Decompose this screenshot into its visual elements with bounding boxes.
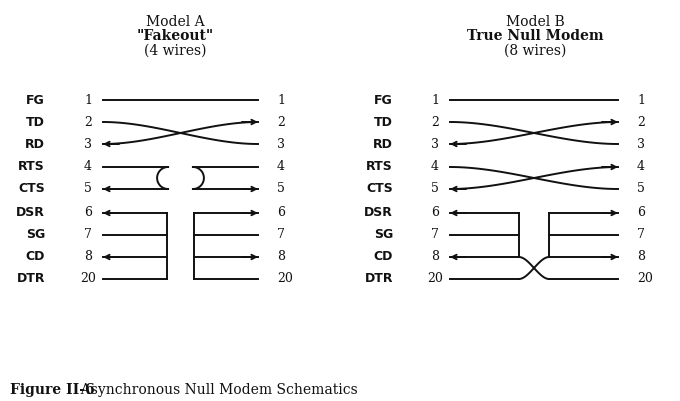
Text: (4 wires): (4 wires) [143,44,206,58]
Text: 4: 4 [431,160,439,174]
Text: RTS: RTS [367,160,393,174]
Text: 7: 7 [637,229,645,241]
Text: RTS: RTS [18,160,45,174]
Text: 6: 6 [84,207,92,219]
Text: 7: 7 [84,229,92,241]
Text: "Fakeout": "Fakeout" [137,29,214,43]
Text: Figure II-6: Figure II-6 [10,383,95,397]
Text: 8: 8 [637,251,645,263]
Text: 4: 4 [84,160,92,174]
Text: 1: 1 [277,93,285,107]
Text: DSR: DSR [364,207,393,219]
Text: 8: 8 [84,251,92,263]
Text: 4: 4 [637,160,645,174]
Text: True Null Modem: True Null Modem [466,29,603,43]
Text: 3: 3 [637,138,645,150]
Text: Model A: Model A [146,15,204,29]
Text: 3: 3 [431,138,439,150]
Text: 5: 5 [637,182,645,196]
Text: Asynchronous Null Modem Schematics: Asynchronous Null Modem Schematics [72,383,358,397]
Text: 1: 1 [637,93,645,107]
Text: CD: CD [373,251,393,263]
Text: 3: 3 [277,138,285,150]
Text: 20: 20 [637,273,653,286]
Text: 2: 2 [84,115,92,128]
Text: (8 wires): (8 wires) [504,44,566,58]
Text: 20: 20 [277,273,293,286]
Text: 6: 6 [637,207,645,219]
Text: 8: 8 [277,251,285,263]
Text: 2: 2 [431,115,439,128]
Text: 7: 7 [277,229,285,241]
Text: 2: 2 [637,115,645,128]
Text: 7: 7 [431,229,439,241]
Text: 5: 5 [277,182,285,196]
Text: DTR: DTR [16,273,45,286]
Text: TD: TD [26,115,45,128]
Text: CD: CD [26,251,45,263]
Text: 4: 4 [277,160,285,174]
Text: FG: FG [27,93,45,107]
Text: 8: 8 [431,251,439,263]
Text: SG: SG [26,229,45,241]
Text: 6: 6 [431,207,439,219]
Text: FG: FG [374,93,393,107]
Text: DSR: DSR [16,207,45,219]
Text: 20: 20 [427,273,443,286]
Text: 1: 1 [84,93,92,107]
Text: 5: 5 [84,182,92,196]
Text: 20: 20 [80,273,96,286]
Text: 3: 3 [84,138,92,150]
Text: DTR: DTR [364,273,393,286]
Text: 6: 6 [277,207,285,219]
Text: CTS: CTS [18,182,45,196]
Text: TD: TD [374,115,393,128]
Text: 5: 5 [431,182,439,196]
Text: CTS: CTS [367,182,393,196]
Text: Model B: Model B [506,15,564,29]
Text: 1: 1 [431,93,439,107]
Text: RD: RD [25,138,45,150]
Text: RD: RD [373,138,393,150]
Text: 2: 2 [277,115,285,128]
Text: SG: SG [374,229,393,241]
